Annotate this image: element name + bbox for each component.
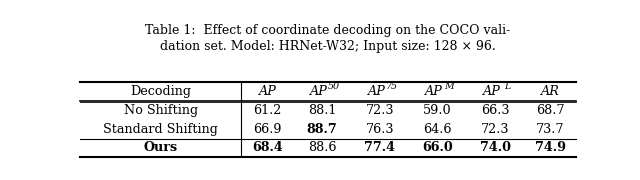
Text: 88.1: 88.1 <box>308 104 337 117</box>
Text: 64.6: 64.6 <box>423 123 452 136</box>
Text: L: L <box>504 82 510 91</box>
Text: 66.9: 66.9 <box>253 123 282 136</box>
Text: 59.0: 59.0 <box>423 104 452 117</box>
Text: Ours: Ours <box>144 141 178 154</box>
Text: No Shifting: No Shifting <box>124 104 198 117</box>
Text: 74.0: 74.0 <box>480 141 511 154</box>
Text: 61.2: 61.2 <box>253 104 282 117</box>
Text: 88.6: 88.6 <box>308 141 337 154</box>
Text: AP: AP <box>310 85 328 98</box>
Text: 68.7: 68.7 <box>536 104 564 117</box>
Text: M: M <box>444 82 454 91</box>
Text: 50: 50 <box>328 82 340 91</box>
Text: 74.9: 74.9 <box>534 141 566 154</box>
Text: AP: AP <box>367 85 385 98</box>
Text: Table 1:  Effect of coordinate decoding on the COCO vali-: Table 1: Effect of coordinate decoding o… <box>145 24 511 37</box>
Text: dation set. Model: HRNet-W32; Input size: 128 × 96.: dation set. Model: HRNet-W32; Input size… <box>160 40 496 53</box>
Text: AP: AP <box>425 85 443 98</box>
Text: 73.7: 73.7 <box>536 123 564 136</box>
Text: Decoding: Decoding <box>131 85 191 98</box>
Text: AP: AP <box>259 85 276 98</box>
Text: 72.3: 72.3 <box>481 123 509 136</box>
Text: 76.3: 76.3 <box>365 123 394 136</box>
Text: 66.3: 66.3 <box>481 104 509 117</box>
Text: AR: AR <box>541 85 559 98</box>
Text: 75: 75 <box>385 82 397 91</box>
Text: 68.4: 68.4 <box>252 141 283 154</box>
Text: 88.7: 88.7 <box>307 123 338 136</box>
Text: 66.0: 66.0 <box>422 141 453 154</box>
Text: AP: AP <box>483 85 500 98</box>
Text: 77.4: 77.4 <box>364 141 396 154</box>
Text: Standard Shifting: Standard Shifting <box>103 123 218 136</box>
Text: 72.3: 72.3 <box>365 104 394 117</box>
